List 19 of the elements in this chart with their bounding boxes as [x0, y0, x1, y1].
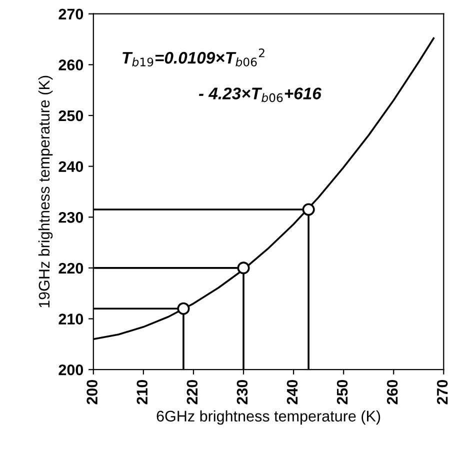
x-tick-label: 240 — [286, 380, 298, 404]
y-axis-title: 19GHz brightness temperature (K) — [38, 76, 53, 308]
y-tick-label: 250 — [58, 110, 84, 122]
y-tick-label: 220 — [58, 262, 84, 274]
annotation: - 4.23×T$_{b06}$+616 — [198, 88, 322, 102]
y-tick-label: 240 — [58, 161, 84, 172]
y-tick-label: 200 — [58, 364, 84, 376]
x-tick-label: 250 — [336, 380, 348, 404]
x-axis-title: 6GHz brightness temperature (K) — [156, 410, 380, 425]
annotation: T$_{b19}$=0.0109×T$_{b06}$$^{2}$ — [122, 48, 264, 66]
x-tick-label: 210 — [136, 380, 148, 404]
x-tick-label: 230 — [236, 380, 248, 404]
x-tick-label: 220 — [186, 380, 198, 404]
x-tick-label: 260 — [386, 380, 398, 404]
x-tick-label: 270 — [436, 380, 448, 404]
y-tick-label: 210 — [58, 314, 84, 324]
y-tick-label: 270 — [58, 8, 84, 20]
y-tick-label: 230 — [58, 212, 84, 223]
y-tick-label: 260 — [58, 60, 84, 70]
